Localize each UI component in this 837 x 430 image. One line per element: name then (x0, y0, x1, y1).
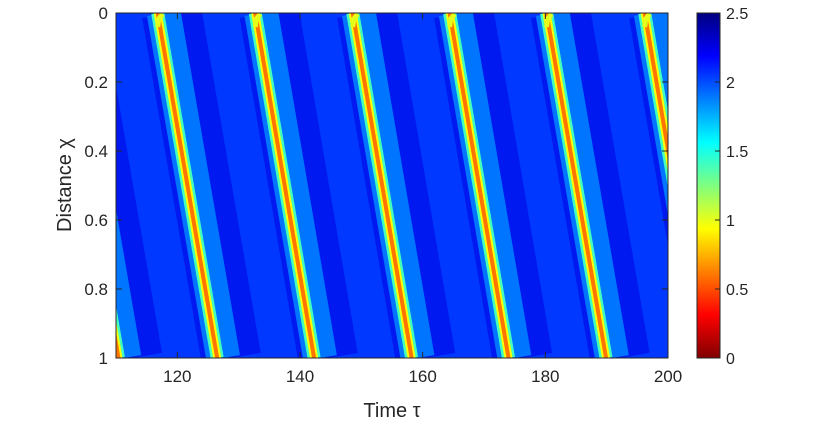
band-6 (629, 13, 668, 246)
band-1-layer-5 (155, 13, 220, 358)
x-axis: 120 140 160 180 200 (163, 13, 682, 386)
y-tick-label: 1 (99, 349, 108, 368)
band-3-origin (350, 13, 360, 28)
band-7 (59, 14, 163, 358)
y-tick-label: 0.8 (84, 280, 108, 299)
y-tick-label: 0.4 (84, 142, 108, 161)
band-6-layer-5 (642, 13, 668, 162)
band-5 (530, 13, 650, 358)
colorbar-gradient (697, 13, 720, 358)
colorbar-tick-label: 2.5 (726, 6, 748, 23)
colorbar-frame (696, 12, 721, 359)
x-tick-label: 160 (408, 367, 436, 386)
band-1-origin (155, 13, 165, 28)
colorbar: 0 0.5 1 1.5 2 2.5 (696, 6, 748, 368)
band-2-layer-5 (253, 13, 317, 358)
x-tick-label: 200 (654, 367, 682, 386)
x-axis-label: Time τ (363, 400, 420, 422)
colorbar-ticks: 0 0.5 1 1.5 2 2.5 (715, 6, 748, 368)
heatmap-bands (59, 13, 668, 358)
band-2-origin (252, 13, 263, 28)
colorbar-tick-label: 0 (726, 351, 735, 368)
colorbar-tick-label: 1.5 (726, 144, 748, 161)
band-4 (434, 13, 553, 358)
band-7-origin (59, 14, 64, 27)
band-4-layer-5 (447, 13, 511, 358)
colorbar-tick-label: 2 (726, 75, 735, 92)
band-4-origin (447, 13, 457, 28)
y-axis-label: Distance χ (54, 138, 76, 232)
x-tick-label: 120 (163, 367, 191, 386)
y-tick-label: 0.6 (84, 211, 108, 230)
band-5-origin (544, 13, 554, 28)
plot-area (59, 13, 668, 358)
band-1 (142, 13, 261, 358)
colorbar-tick-label: 1 (726, 213, 735, 230)
band-3 (337, 13, 456, 358)
x-tick-label: 140 (286, 367, 314, 386)
y-tick-label: 0 (99, 4, 108, 23)
y-axis: 0 0.2 0.4 0.6 0.8 1 (84, 4, 668, 368)
band-5-layer-5 (544, 13, 609, 358)
band-6-origin (642, 13, 652, 28)
band-3-layer-5 (350, 13, 414, 358)
y-tick-label: 0.2 (84, 73, 108, 92)
band-2 (239, 13, 358, 358)
x-tick-label: 180 (531, 367, 559, 386)
colorbar-tick-label: 0.5 (726, 282, 748, 299)
plot-frame (115, 12, 669, 359)
